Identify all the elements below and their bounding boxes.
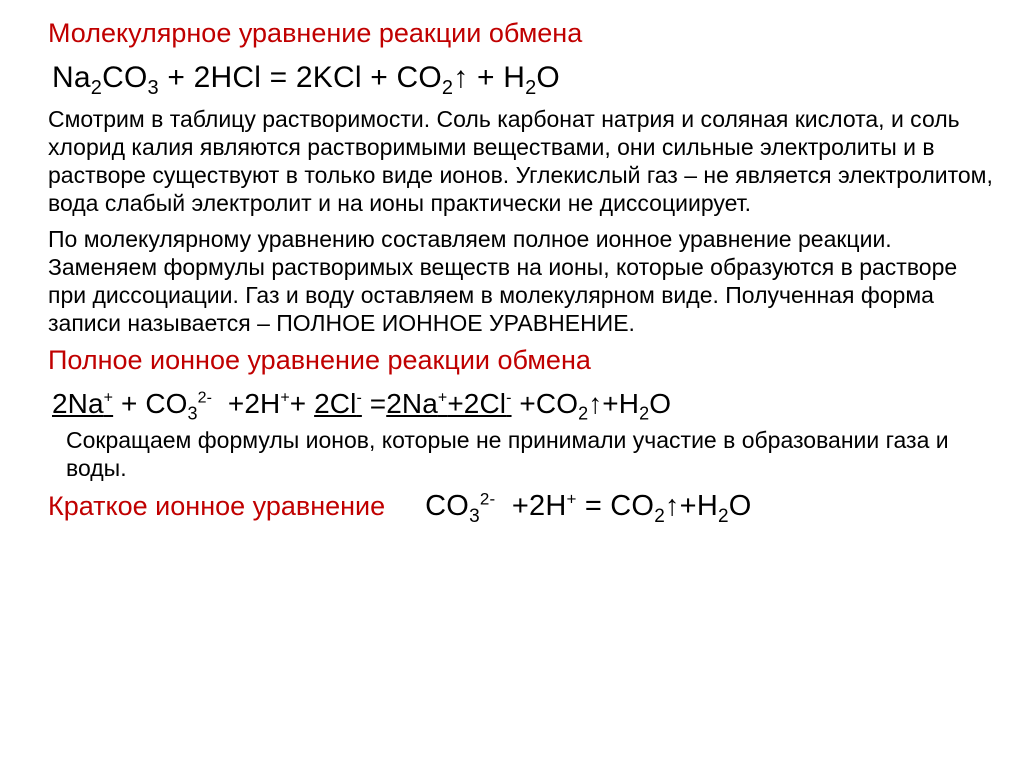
full-ionic-equation: 2Na+ + CO32- +2H++ 2Cl- =2Na++2Cl- +CO2↑… — [52, 388, 996, 420]
heading-net-ionic: Краткое ионное уравнение — [48, 491, 385, 522]
paragraph-3: Сокращаем формулы ионов, которые не прин… — [66, 426, 996, 482]
net-ionic-row: Краткое ионное уравнение CO32- +2H+ = CO… — [48, 490, 996, 523]
molecular-equation: Na2CO3 + 2HCl = 2KCl + CO2↑ + H2O — [52, 61, 996, 95]
heading-full-ionic: Полное ионное уравнение реакции обмена — [48, 345, 996, 376]
heading-molecular: Молекулярное уравнение реакции обмена — [48, 18, 996, 49]
paragraph-2: По молекулярному уравнению составляем по… — [48, 225, 996, 337]
paragraph-1: Смотрим в таблицу растворимости. Соль ка… — [48, 105, 996, 217]
chemistry-slide: Молекулярное уравнение реакции обмена Na… — [0, 0, 1024, 533]
net-ionic-equation: CO32- +2H+ = CO2↑+H2O — [425, 490, 751, 523]
